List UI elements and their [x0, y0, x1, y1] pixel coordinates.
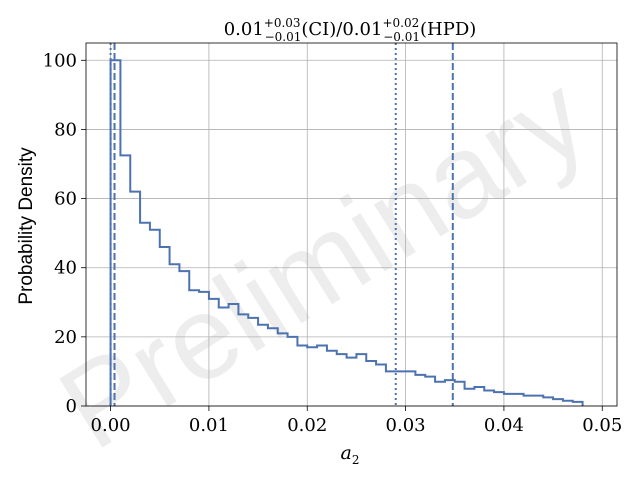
title-ci-upper: +0.03	[264, 16, 301, 30]
title-hpd-value: 0.01	[342, 19, 382, 40]
x-tick-label: 0.04	[484, 415, 524, 436]
title-ci-lower: −0.01	[265, 30, 302, 44]
x-tick-label: 0.02	[287, 415, 327, 436]
x-tick-label: 0.01	[189, 415, 229, 436]
histogram	[109, 59, 584, 406]
y-tick-label: 40	[54, 258, 77, 279]
histogram-step-line	[109, 59, 584, 406]
plot-frame	[85, 42, 618, 407]
watermark-text: Preliminary	[38, 50, 608, 475]
chart-title: 0.01+0.03 −0.01(CI)/0.01+0.02 −0.01(HPD)	[224, 16, 477, 44]
title-hpd-tag: (HPD)	[420, 19, 476, 40]
title-separator: /	[336, 19, 343, 40]
y-tick-label: 60	[54, 189, 77, 210]
title-ci-tag: (CI)	[301, 19, 336, 40]
y-tick-label: 0	[66, 396, 77, 417]
title-hpd-lower: −0.01	[383, 30, 420, 44]
x-tick-label: 0.00	[91, 415, 131, 436]
y-tick-label: 100	[43, 50, 77, 71]
y-tick-label: 20	[54, 327, 77, 348]
x-tick-label: 0.03	[386, 415, 426, 436]
title-hpd-upper: +0.02	[382, 16, 419, 30]
y-tick-label: 80	[54, 119, 77, 140]
title-value: 0.01	[224, 19, 264, 40]
watermark: Preliminary	[38, 50, 608, 475]
x-axis-label: a2	[341, 442, 360, 467]
axis-ticks: 0.00 0.01 0.02 0.03 0.04 0.05 0 20 40 60 80 100	[43, 50, 623, 436]
x-axis-label-main: a	[341, 442, 352, 464]
x-tick-label: 0.05	[582, 415, 622, 436]
x-axis-label-subscript: 2	[352, 453, 360, 467]
y-axis-label: Probability Density	[16, 147, 37, 305]
